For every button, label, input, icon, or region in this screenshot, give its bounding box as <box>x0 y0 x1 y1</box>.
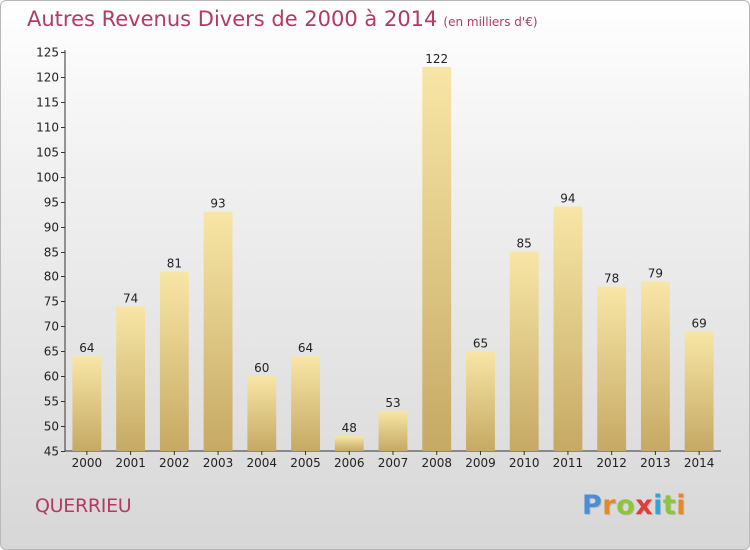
bar-2001 <box>116 306 146 451</box>
chart-subtitle: (en milliers d'€) <box>443 15 538 29</box>
x-tick-label-2010: 2010 <box>509 456 540 470</box>
x-tick-label-2011: 2011 <box>553 456 584 470</box>
bar-2008 <box>422 66 452 452</box>
bar-2014 <box>684 331 714 451</box>
bar-2010 <box>509 251 539 451</box>
value-label-2007: 53 <box>385 396 400 410</box>
x-tick-label-2004: 2004 <box>247 456 278 470</box>
bar-2004 <box>247 376 277 451</box>
value-label-2011: 94 <box>560 192 575 206</box>
logo-letter: i <box>676 490 687 521</box>
y-tick-label: 110 <box>36 121 59 135</box>
chart-title: Autres Revenus Divers de 2000 à 2014 <box>27 7 438 31</box>
value-label-2004: 60 <box>254 361 269 375</box>
x-tick-label-2009: 2009 <box>465 456 496 470</box>
bar-2011 <box>553 206 583 451</box>
y-tick-label: 120 <box>36 71 59 85</box>
chart-axes: 45 50 55 60 65 70 75 80 85 90 95 100 105 110 115 120 125… <box>36 46 721 470</box>
chart-title-row: Autres Revenus Divers de 2000 à 2014 (en … <box>27 7 538 31</box>
bar-2006 <box>334 436 364 451</box>
x-tick-label-2007: 2007 <box>378 456 409 470</box>
logo-letter: r <box>602 490 617 521</box>
value-label-2013: 79 <box>648 266 663 280</box>
logo-letter: t <box>662 490 677 521</box>
value-label-2009: 65 <box>473 336 488 350</box>
chart-bars <box>72 66 714 452</box>
value-label-2005: 64 <box>298 341 313 355</box>
bar-2007 <box>378 411 408 451</box>
x-tick-label-2014: 2014 <box>684 456 715 470</box>
value-label-2002: 81 <box>167 256 182 270</box>
y-tick-label: 125 <box>36 46 59 60</box>
value-label-2014: 69 <box>691 316 706 330</box>
bar-2013 <box>640 281 670 451</box>
chart-value-labels: 64 74 81 93 60 64 48 53 122 65 85 94 78 79 69 <box>79 52 707 435</box>
bar-2002 <box>159 271 189 451</box>
value-label-2000: 64 <box>79 341 94 355</box>
x-tick-label-2001: 2001 <box>115 456 146 470</box>
y-tick-label: 45 <box>44 445 59 459</box>
y-tick-label: 100 <box>36 171 59 185</box>
logo-letter: P <box>582 490 603 521</box>
x-tick-label-2008: 2008 <box>421 456 452 470</box>
bar-2005 <box>291 356 320 451</box>
y-tick-label: 90 <box>44 221 59 235</box>
bar-2003 <box>203 211 233 451</box>
logo-letter: o <box>616 490 636 521</box>
x-tick-label-2003: 2003 <box>203 456 234 470</box>
x-tick-label-2005: 2005 <box>290 456 321 470</box>
x-tick-label-2012: 2012 <box>596 456 627 470</box>
y-tick-label: 70 <box>44 320 59 334</box>
bar-2012 <box>597 286 627 451</box>
y-tick-label: 60 <box>44 370 59 384</box>
value-label-2010: 85 <box>517 237 532 251</box>
x-tick-label-2006: 2006 <box>334 456 365 470</box>
y-tick-label: 115 <box>36 96 59 110</box>
y-tick-label: 50 <box>44 420 59 434</box>
bar-2009 <box>466 351 495 451</box>
bar-2000 <box>72 356 102 451</box>
x-tick-label-2000: 2000 <box>72 456 103 470</box>
proxiti-logo: Proxiti <box>582 490 686 521</box>
y-tick-label: 75 <box>44 295 59 309</box>
value-label-2003: 93 <box>210 197 225 211</box>
value-label-2001: 74 <box>123 291 138 305</box>
x-tick-label-2002: 2002 <box>159 456 190 470</box>
value-label-2006: 48 <box>342 421 357 435</box>
y-tick-label: 95 <box>44 196 59 210</box>
y-tick-label: 65 <box>44 345 59 359</box>
logo-letter: i <box>653 490 663 521</box>
value-label-2008: 122 <box>425 52 448 66</box>
place-name: QUERRIEU <box>35 495 132 517</box>
value-label-2012: 78 <box>604 271 619 285</box>
logo-letter: x <box>635 490 654 521</box>
y-tick-label: 80 <box>44 270 59 284</box>
x-tick-label-2013: 2013 <box>640 456 671 470</box>
y-tick-label: 55 <box>44 395 59 409</box>
y-tick-label: 85 <box>44 246 59 260</box>
y-tick-label: 105 <box>36 146 59 160</box>
